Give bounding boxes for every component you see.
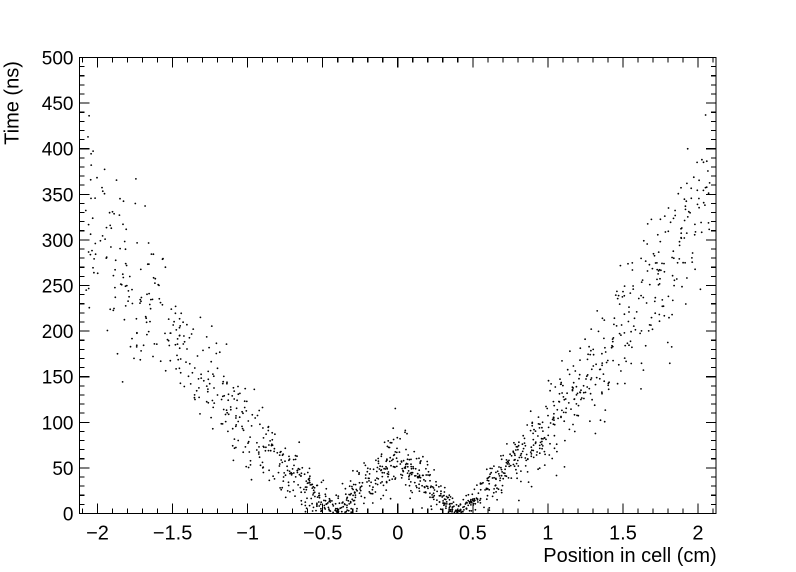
svg-text:2: 2 bbox=[692, 523, 703, 545]
svg-text:150: 150 bbox=[42, 368, 74, 389]
svg-text:200: 200 bbox=[42, 322, 74, 343]
svg-text:−1.5: −1.5 bbox=[153, 523, 192, 545]
svg-text:0.5: 0.5 bbox=[459, 523, 487, 545]
svg-text:1.5: 1.5 bbox=[609, 523, 637, 545]
svg-text:100: 100 bbox=[42, 413, 74, 434]
svg-text:Time (ns): Time (ns) bbox=[2, 61, 24, 145]
svg-text:50: 50 bbox=[52, 459, 73, 480]
svg-text:Position in cell (cm): Position in cell (cm) bbox=[543, 545, 716, 567]
svg-text:−2: −2 bbox=[86, 523, 109, 545]
svg-text:0: 0 bbox=[392, 523, 403, 545]
svg-text:−0.5: −0.5 bbox=[303, 523, 342, 545]
svg-text:−1: −1 bbox=[236, 523, 259, 545]
svg-text:1: 1 bbox=[542, 523, 553, 545]
svg-text:400: 400 bbox=[42, 140, 74, 161]
svg-text:0: 0 bbox=[63, 505, 74, 526]
svg-text:350: 350 bbox=[42, 185, 74, 206]
svg-text:300: 300 bbox=[42, 231, 74, 252]
svg-text:500: 500 bbox=[42, 49, 74, 70]
svg-text:250: 250 bbox=[42, 277, 74, 298]
svg-text:450: 450 bbox=[42, 94, 74, 115]
